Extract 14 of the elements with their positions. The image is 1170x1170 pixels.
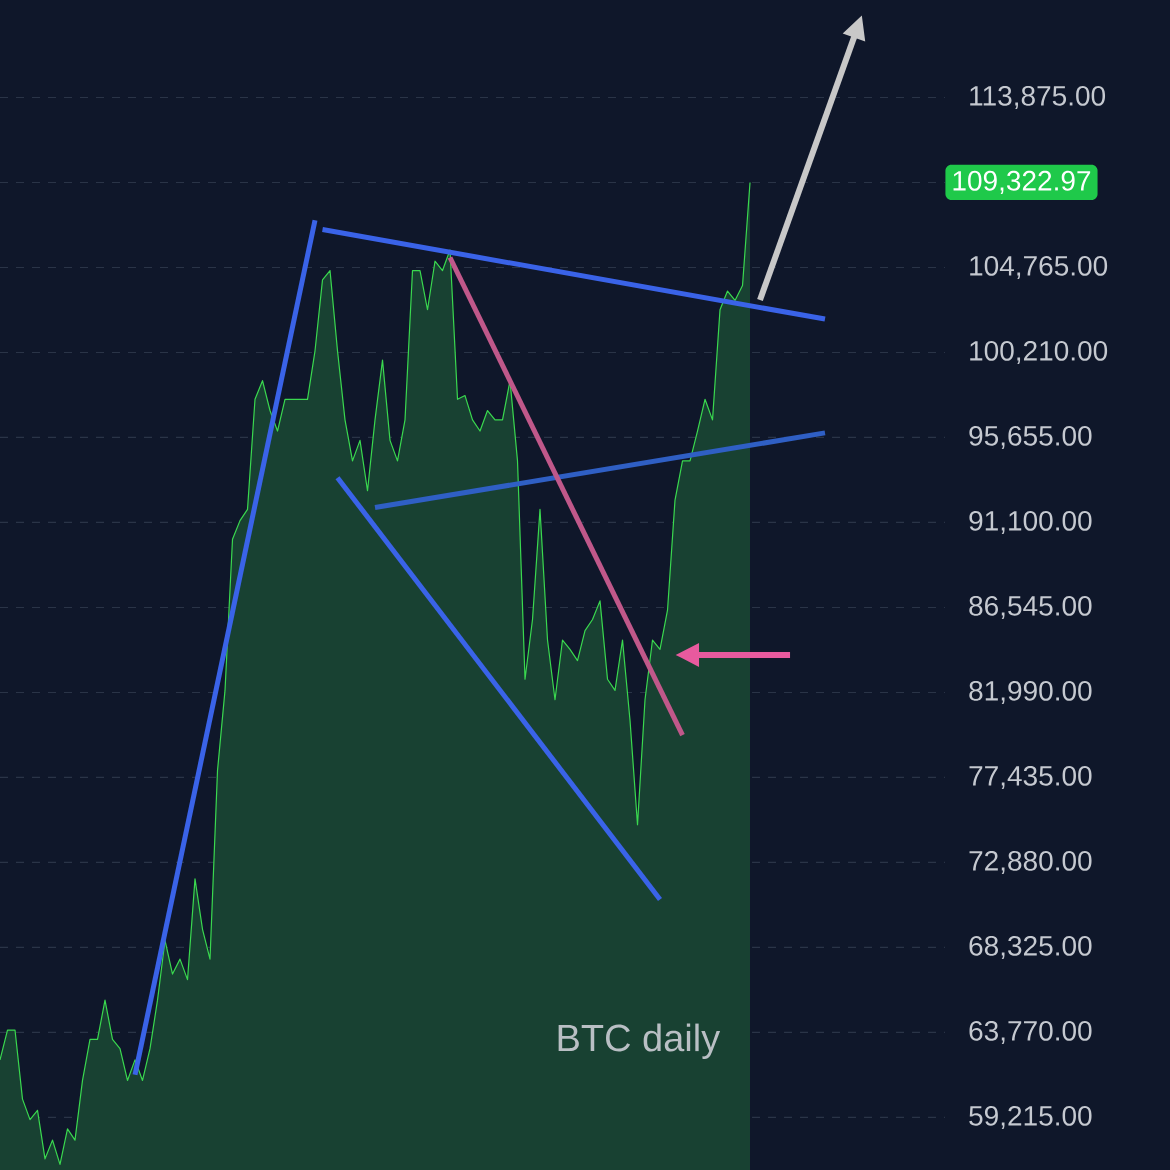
y-tick-label: 91,100.00 bbox=[969, 510, 1092, 535]
y-tick-label: 95,655.00 bbox=[969, 425, 1092, 450]
y-tick-label: 63,770.00 bbox=[969, 1020, 1092, 1045]
y-tick-label: 86,545.00 bbox=[969, 595, 1092, 620]
y-tick-label: 59,215.00 bbox=[969, 1105, 1092, 1130]
y-tick-label: 104,765.00 bbox=[970, 255, 1108, 280]
y-tick-label: 100,210.00 bbox=[970, 340, 1108, 365]
annotation: BTC daily bbox=[558, 1023, 721, 1059]
y-tick-label: 72,880.00 bbox=[969, 850, 1092, 875]
y-tick-label: 81,990.00 bbox=[969, 680, 1092, 705]
text: 109,322.97 bbox=[953, 170, 1091, 194]
y-tick-label: 68,325.00 bbox=[969, 935, 1092, 960]
y-tick-label: 77,435.00 bbox=[969, 765, 1092, 790]
y-tick-label: 113,875.00 bbox=[970, 85, 1106, 110]
